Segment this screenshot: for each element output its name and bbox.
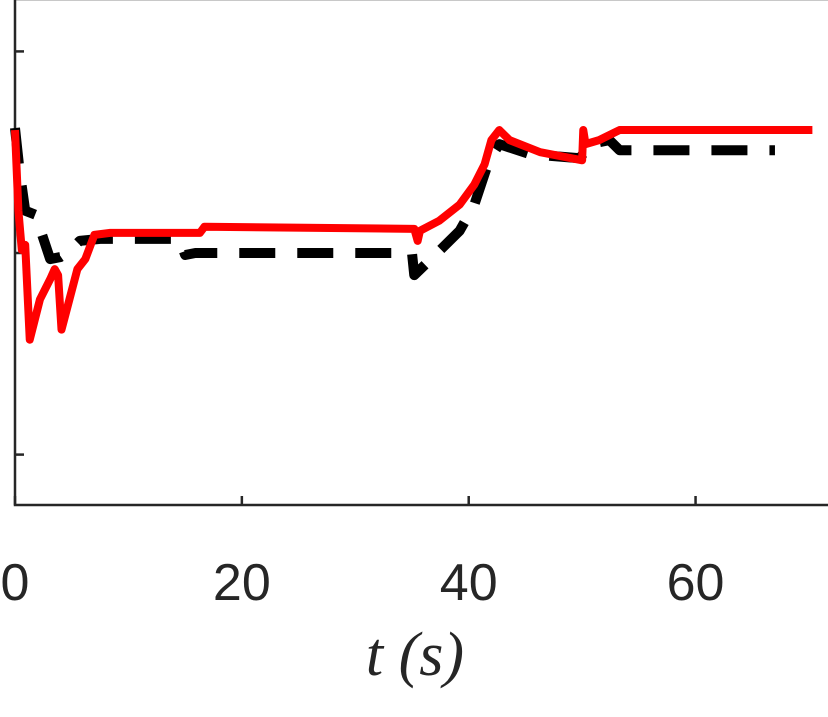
x-tick-label: 40 — [440, 554, 498, 612]
x-axis-label: t (s) — [366, 621, 464, 689]
x-tick-label: 20 — [213, 554, 271, 612]
plot-area — [13, 0, 828, 507]
x-tick-label: 60 — [667, 554, 725, 612]
x-tick-label: 0 — [1, 554, 30, 612]
series-line — [11, 126, 813, 344]
